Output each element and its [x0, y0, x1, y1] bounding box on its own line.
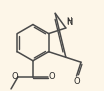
Text: O: O — [11, 72, 18, 81]
Text: O: O — [73, 77, 80, 86]
Text: N: N — [66, 18, 72, 27]
Text: H: H — [66, 17, 72, 26]
Text: O: O — [48, 72, 55, 81]
